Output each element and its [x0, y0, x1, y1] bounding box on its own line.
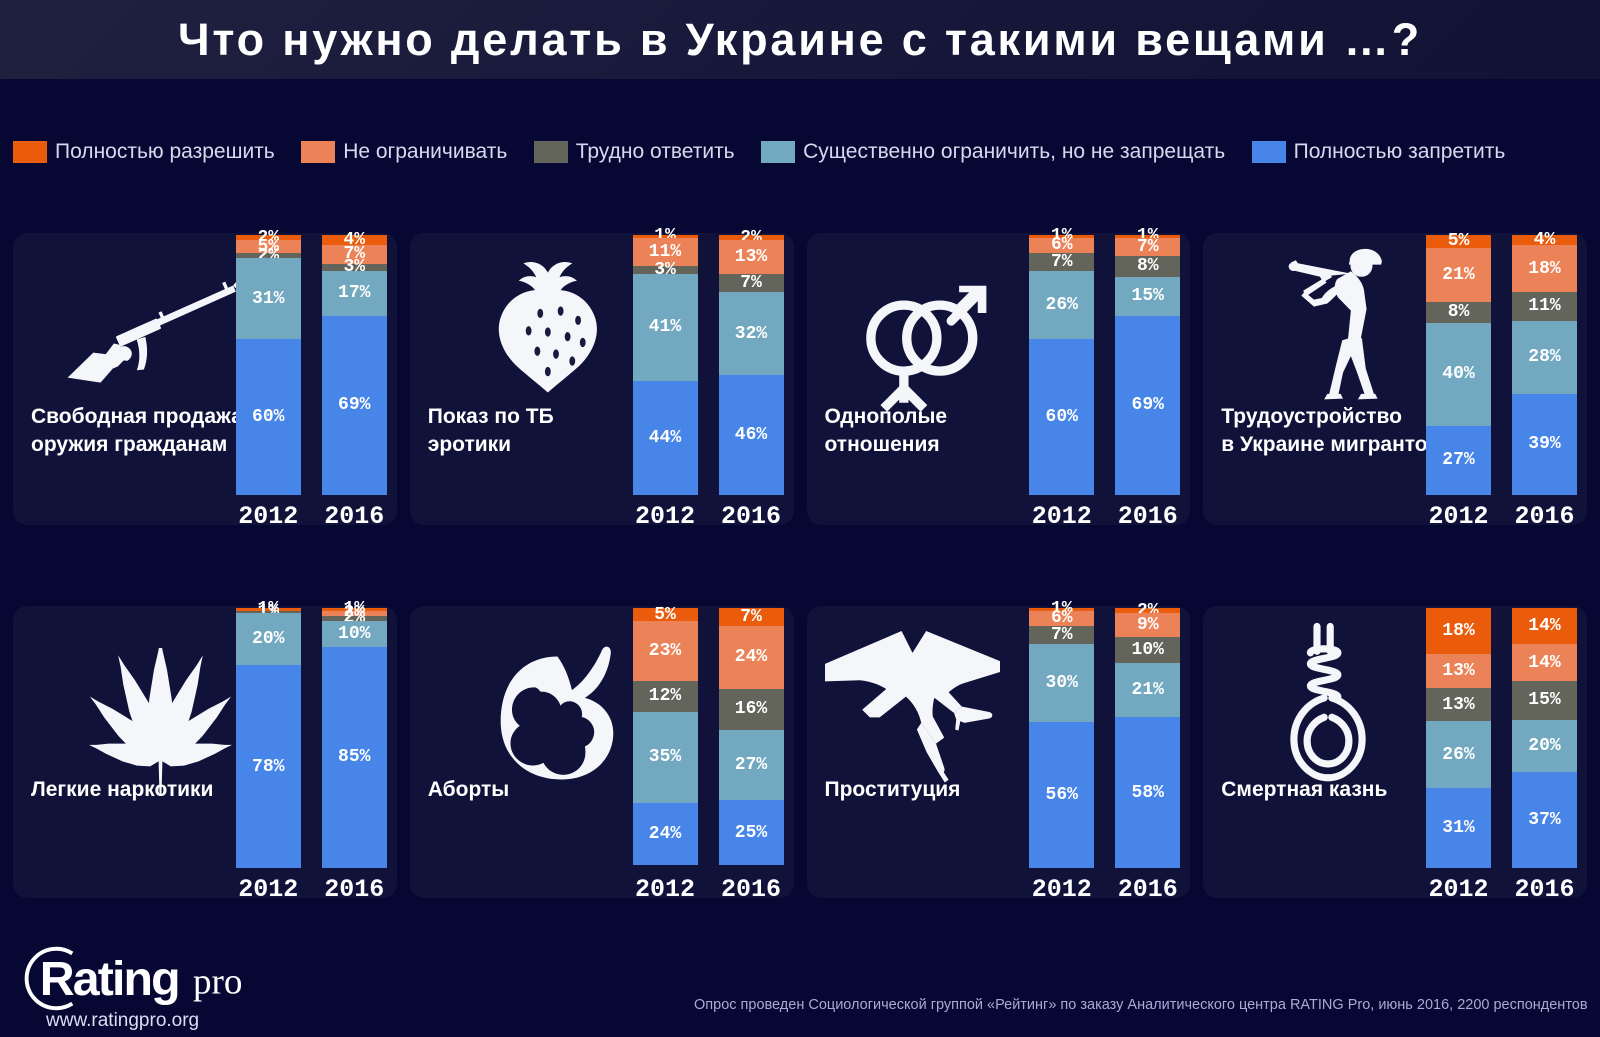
svg-text:pro: pro — [193, 961, 243, 1002]
svg-text:Rating: Rating — [40, 952, 179, 1006]
